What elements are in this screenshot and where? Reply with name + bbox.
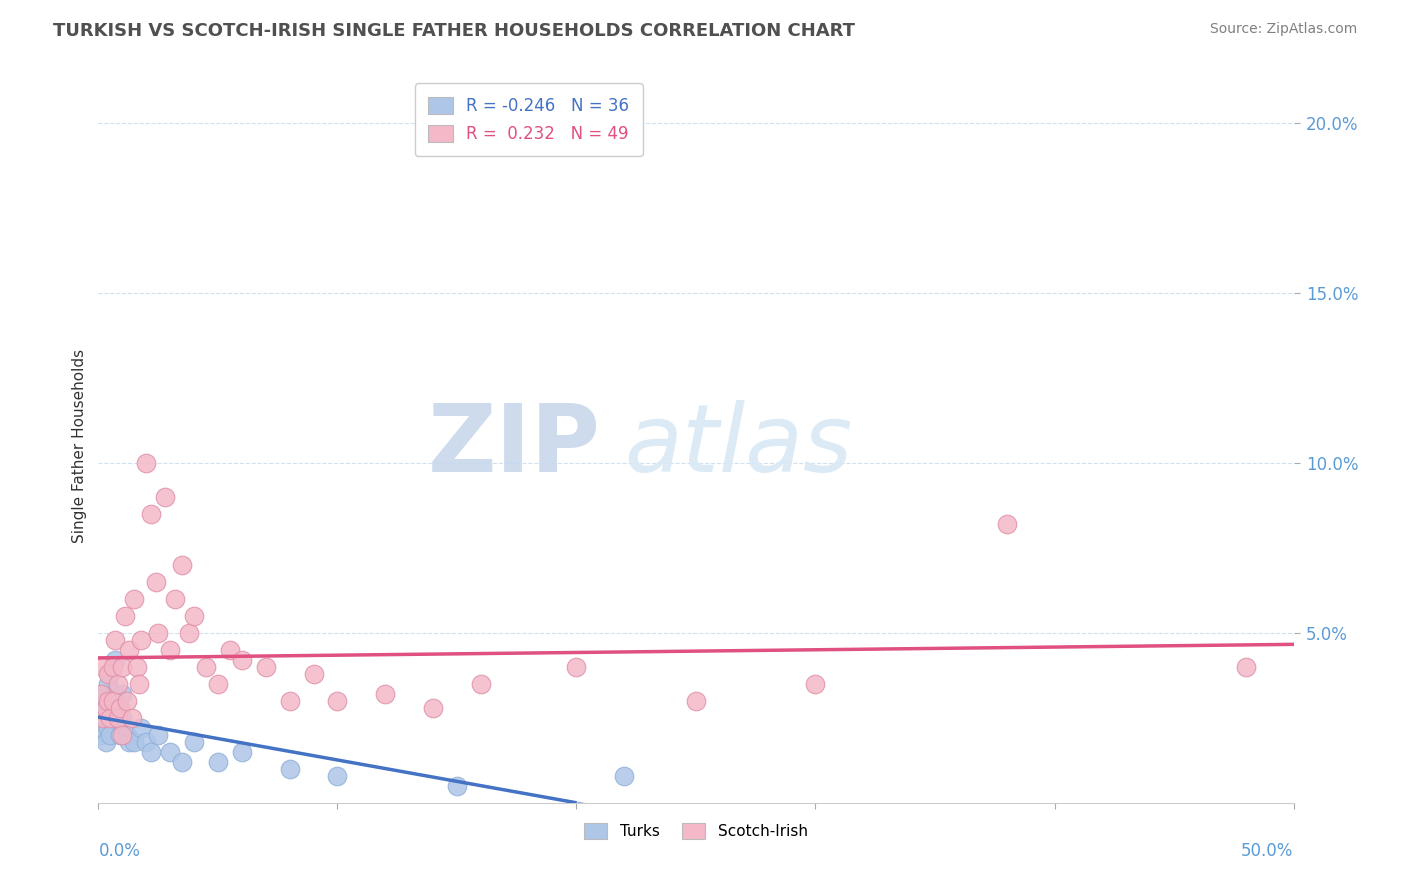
Point	[159, 745, 181, 759]
Point	[470, 677, 492, 691]
Point	[135, 734, 157, 748]
Point	[125, 660, 148, 674]
Point	[219, 643, 242, 657]
Point	[98, 711, 122, 725]
Point	[91, 700, 114, 714]
Point	[131, 721, 153, 735]
Point	[97, 694, 120, 708]
Point	[94, 694, 117, 708]
Point	[135, 456, 157, 470]
Text: ZIP: ZIP	[427, 400, 600, 492]
Point	[278, 762, 301, 776]
Point	[124, 591, 146, 606]
Point	[613, 769, 636, 783]
Point	[231, 653, 253, 667]
Point	[374, 687, 396, 701]
Point	[108, 728, 131, 742]
Point	[148, 626, 170, 640]
Point	[685, 694, 707, 708]
Point	[183, 734, 205, 748]
Point	[326, 694, 349, 708]
Point	[422, 700, 444, 714]
Point	[101, 711, 124, 725]
Point	[98, 694, 122, 708]
Point	[107, 677, 129, 691]
Point	[97, 721, 120, 735]
Point	[90, 687, 112, 701]
Point	[94, 734, 117, 748]
Point	[91, 660, 114, 674]
Point	[446, 779, 468, 793]
Point	[172, 558, 194, 572]
Point	[207, 677, 229, 691]
Point	[121, 711, 143, 725]
Point	[94, 711, 117, 725]
Point	[159, 643, 181, 657]
Point	[195, 660, 218, 674]
Point	[115, 694, 138, 708]
Point	[254, 660, 277, 674]
Point	[302, 666, 325, 681]
Point	[98, 666, 122, 681]
Point	[91, 721, 114, 735]
Point	[101, 660, 124, 674]
Point	[326, 769, 349, 783]
Point	[278, 694, 301, 708]
Point	[131, 632, 153, 647]
Text: Source: ZipAtlas.com: Source: ZipAtlas.com	[1209, 22, 1357, 37]
Y-axis label: Single Father Households: Single Father Households	[72, 349, 87, 543]
Point	[111, 711, 134, 725]
Point	[139, 507, 162, 521]
Point	[145, 574, 167, 589]
Point	[231, 745, 253, 759]
Point	[104, 653, 127, 667]
Point	[90, 711, 112, 725]
Point	[90, 728, 112, 742]
Legend: Turks, Scotch-Irish: Turks, Scotch-Irish	[578, 817, 814, 845]
Point	[148, 728, 170, 742]
Point	[107, 700, 129, 714]
Point	[108, 700, 131, 714]
Point	[107, 711, 129, 725]
Point	[179, 626, 201, 640]
Point	[97, 677, 120, 691]
Point	[101, 694, 124, 708]
Point	[101, 687, 124, 701]
Point	[183, 608, 205, 623]
Point	[128, 677, 150, 691]
Point	[1234, 660, 1257, 674]
Point	[111, 728, 134, 742]
Point	[91, 687, 114, 701]
Point	[111, 660, 134, 674]
Point	[118, 734, 141, 748]
Point	[139, 745, 162, 759]
Point	[124, 734, 146, 748]
Text: TURKISH VS SCOTCH-IRISH SINGLE FATHER HOUSEHOLDS CORRELATION CHART: TURKISH VS SCOTCH-IRISH SINGLE FATHER HO…	[53, 22, 855, 40]
Point	[565, 660, 588, 674]
Point	[104, 632, 127, 647]
Point	[118, 643, 141, 657]
Point	[207, 755, 229, 769]
Point	[97, 666, 120, 681]
Text: atlas: atlas	[624, 401, 852, 491]
Text: 50.0%: 50.0%	[1241, 842, 1294, 860]
Point	[91, 711, 114, 725]
Point	[163, 591, 186, 606]
Point	[98, 728, 122, 742]
Point	[114, 608, 136, 623]
Point	[155, 490, 177, 504]
Point	[172, 755, 194, 769]
Point	[995, 517, 1018, 532]
Point	[804, 677, 827, 691]
Point	[111, 687, 134, 701]
Point	[115, 728, 138, 742]
Text: 0.0%: 0.0%	[98, 842, 141, 860]
Point	[94, 700, 117, 714]
